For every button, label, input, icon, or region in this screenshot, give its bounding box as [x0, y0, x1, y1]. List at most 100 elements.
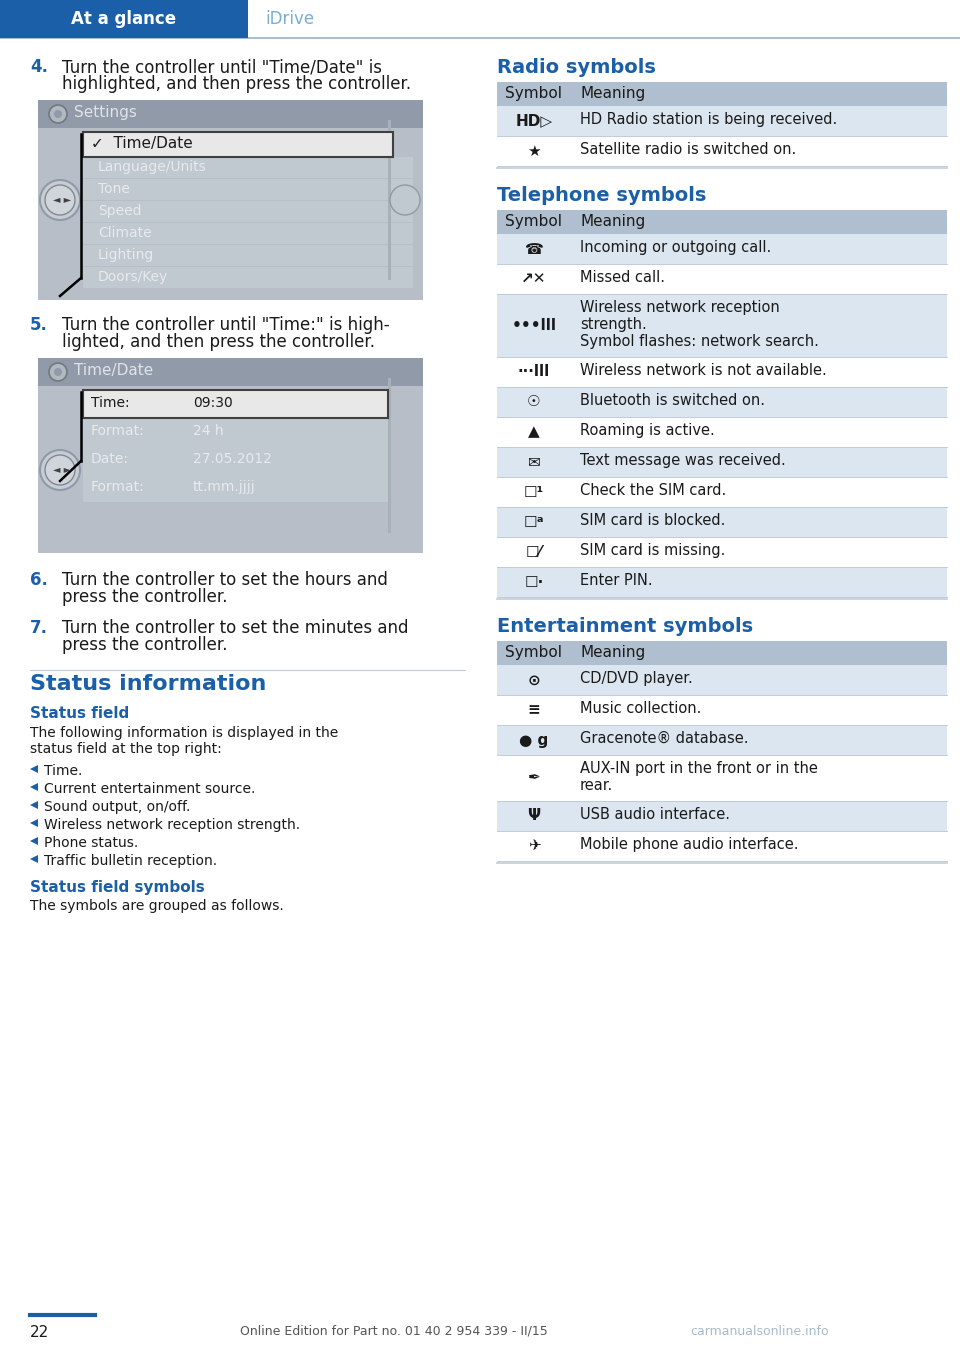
Polygon shape	[30, 783, 38, 791]
Circle shape	[390, 185, 420, 215]
Bar	[83, 223, 413, 244]
Bar	[83, 245, 413, 266]
Bar	[497, 417, 947, 447]
Circle shape	[54, 110, 62, 118]
Text: highlighted, and then press the controller.: highlighted, and then press the controll…	[62, 75, 411, 93]
Text: ◄ ►: ◄ ►	[53, 195, 71, 206]
Text: ★: ★	[527, 143, 540, 158]
Bar	[497, 642, 947, 665]
Text: Gracenote® database.: Gracenote® database.	[580, 731, 749, 746]
Polygon shape	[30, 855, 38, 864]
Bar	[83, 202, 413, 222]
Text: Turn the controller until "Time:" is high-: Turn the controller until "Time:" is hig…	[62, 316, 390, 334]
Bar	[388, 120, 391, 281]
Text: ☉: ☉	[527, 395, 540, 410]
Bar	[497, 106, 947, 136]
Text: Music collection.: Music collection.	[580, 701, 702, 716]
Text: Wireless network reception: Wireless network reception	[580, 300, 780, 315]
Polygon shape	[30, 838, 38, 844]
Text: Language/Units: Language/Units	[98, 159, 206, 174]
Bar	[83, 418, 388, 445]
Text: Lighting: Lighting	[98, 248, 155, 262]
Polygon shape	[30, 765, 38, 774]
Text: ● g: ● g	[519, 733, 548, 748]
Bar	[497, 210, 947, 234]
Bar	[497, 82, 947, 106]
Text: ☎: ☎	[524, 241, 543, 256]
Bar	[497, 264, 947, 294]
Text: Tone: Tone	[98, 183, 130, 196]
Text: tt.mm.jjjj: tt.mm.jjjj	[193, 479, 255, 494]
Text: Turn the controller until "Time/Date" is: Turn the controller until "Time/Date" is	[62, 59, 382, 76]
Text: 5.: 5.	[30, 316, 48, 334]
Text: 09:30: 09:30	[193, 396, 232, 410]
Bar	[497, 447, 947, 477]
Bar	[83, 178, 413, 200]
Text: Symbol flashes: network search.: Symbol flashes: network search.	[580, 334, 819, 349]
Text: Radio symbols: Radio symbols	[497, 59, 656, 78]
Bar	[83, 474, 388, 503]
Text: The symbols are grouped as follows.: The symbols are grouped as follows.	[30, 899, 284, 913]
Bar	[497, 567, 947, 597]
Bar	[83, 390, 388, 418]
Text: Phone status.: Phone status.	[44, 836, 138, 850]
Text: Telephone symbols: Telephone symbols	[497, 187, 707, 206]
Bar	[83, 445, 388, 474]
Bar	[38, 358, 423, 553]
Text: ☐¹: ☐¹	[524, 485, 544, 500]
Text: Mobile phone audio interface.: Mobile phone audio interface.	[580, 838, 799, 853]
Text: ☐⁄: ☐⁄	[526, 545, 542, 560]
Text: Time/Date: Time/Date	[74, 364, 154, 379]
Text: Symbol: Symbol	[505, 86, 562, 101]
Text: Wireless network reception strength.: Wireless network reception strength.	[44, 819, 300, 832]
Text: Satellite radio is switched on.: Satellite radio is switched on.	[580, 142, 796, 157]
Bar	[38, 99, 423, 300]
Text: Symbol: Symbol	[505, 214, 562, 229]
Text: Settings: Settings	[74, 105, 137, 120]
Text: Meaning: Meaning	[580, 214, 645, 229]
Text: Symbol: Symbol	[505, 646, 562, 661]
Text: Meaning: Meaning	[580, 86, 645, 101]
Text: ✓  Time/Date: ✓ Time/Date	[91, 136, 193, 151]
Text: Turn the controller to set the minutes and: Turn the controller to set the minutes a…	[62, 618, 409, 637]
Text: The following information is displayed in the: The following information is displayed i…	[30, 726, 338, 740]
Text: carmanualsonline.info: carmanualsonline.info	[690, 1325, 828, 1337]
Text: AUX-IN port in the front or in the: AUX-IN port in the front or in the	[580, 761, 818, 776]
Text: Time.: Time.	[44, 764, 83, 778]
Text: Check the SIM card.: Check the SIM card.	[580, 484, 727, 498]
Text: rear.: rear.	[580, 778, 613, 793]
Circle shape	[49, 105, 67, 123]
Text: Status field symbols: Status field symbols	[30, 880, 204, 895]
Text: 27.05.2012: 27.05.2012	[193, 452, 272, 466]
Text: HD Radio station is being received.: HD Radio station is being received.	[580, 112, 837, 127]
Text: strength.: strength.	[580, 317, 647, 332]
Text: Roaming is active.: Roaming is active.	[580, 424, 715, 439]
Text: Status information: Status information	[30, 674, 266, 695]
Text: Doors/Key: Doors/Key	[98, 270, 168, 285]
Text: CD/DVD player.: CD/DVD player.	[580, 671, 693, 686]
Text: status field at the top right:: status field at the top right:	[30, 742, 222, 756]
Text: ▲: ▲	[528, 425, 540, 440]
Text: ☐·: ☐·	[524, 575, 543, 590]
Text: Speed: Speed	[98, 204, 141, 218]
Text: Wireless network is not available.: Wireless network is not available.	[580, 364, 827, 379]
Text: ✒: ✒	[528, 771, 540, 786]
Bar	[83, 132, 393, 157]
Text: Ψ: Ψ	[527, 809, 540, 824]
Text: ✉: ✉	[528, 455, 540, 470]
Polygon shape	[30, 819, 38, 827]
Bar	[497, 755, 947, 801]
Circle shape	[45, 185, 75, 215]
Bar	[497, 234, 947, 264]
Text: ⊙: ⊙	[528, 673, 540, 688]
Bar	[388, 379, 391, 533]
Bar	[83, 132, 393, 157]
Text: Incoming or outgoing call.: Incoming or outgoing call.	[580, 240, 771, 255]
Text: HD▷: HD▷	[516, 113, 553, 128]
Text: Entertainment symbols: Entertainment symbols	[497, 617, 754, 636]
Text: Sound output, on/off.: Sound output, on/off.	[44, 799, 190, 814]
Text: press the controller.: press the controller.	[62, 636, 228, 654]
Bar	[497, 294, 947, 357]
Text: Text message was received.: Text message was received.	[580, 454, 785, 469]
Bar	[497, 665, 947, 695]
